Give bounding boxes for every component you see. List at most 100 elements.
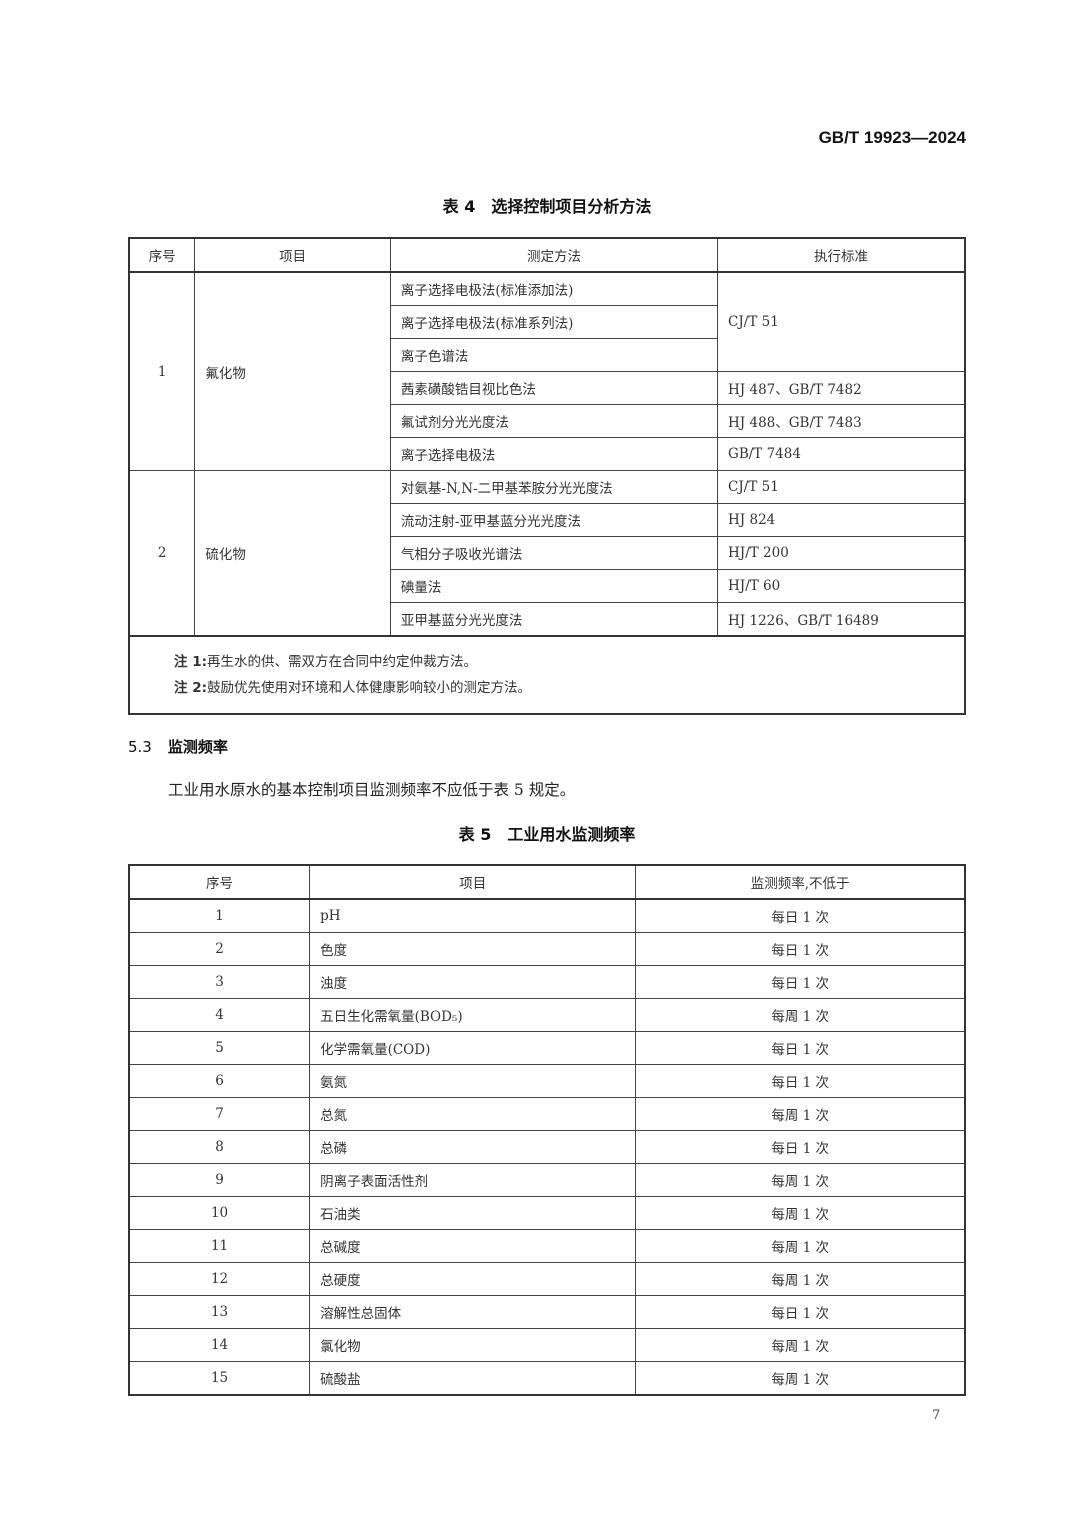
item-name: 五日生化需氧量(BOD₅) xyxy=(309,998,637,1032)
table4: 序号 项目 测定方法 执行标准 1 氟化物 离子选择电极法(标准添加法) CJ/T 5… xyxy=(128,237,966,715)
table-row: 8 总磷 每日 1 次 xyxy=(128,1130,966,1164)
note-label: 注 1: xyxy=(174,654,207,670)
table-row: 气相分子吸收光谱法 HJ/T 200 xyxy=(129,536,966,570)
table-row: 15 硫酸盐 每周 1 次 xyxy=(128,1361,966,1396)
standard-cell: HJ/T 60 xyxy=(717,569,966,603)
row-number: 3 xyxy=(128,965,311,999)
frequency-cell: 每日 1 次 xyxy=(635,1064,966,1098)
table-row: 氟试剂分光光度法 HJ 488、GB/T 7483 xyxy=(129,404,966,438)
column-header: 监测频率,不低于 xyxy=(635,864,966,900)
standard-cell: HJ 1226、GB/T 16489 xyxy=(717,602,966,637)
frequency-cell: 每周 1 次 xyxy=(635,1361,966,1396)
frequency-cell: 每周 1 次 xyxy=(635,1229,966,1263)
table5: 序号 项目 监测频率,不低于 1 pH 每日 1 次 2 色度 每日 1 次 3 浊度 每日 1… xyxy=(128,864,966,1396)
row-number: 1 xyxy=(128,271,196,471)
table-row: 离子色谱法 xyxy=(129,338,965,372)
method-cell: 气相分子吸收光谱法 xyxy=(389,536,719,570)
table-row: 亚甲基蓝分光光度法 HJ 1226、GB/T 16489 xyxy=(129,602,966,637)
row-number: 9 xyxy=(128,1163,311,1197)
table-row: 流动注射-亚甲基蓝分光光度法 HJ 824 xyxy=(129,503,966,537)
item-name: 氟化物 xyxy=(194,271,391,471)
column-header: 测定方法 xyxy=(389,237,719,273)
table-row: 茜素磺酸锆目视比色法 HJ 487、GB/T 7482 xyxy=(129,371,966,405)
column-header: 序号 xyxy=(128,237,196,273)
standard-cell: CJ/T 51 xyxy=(717,271,966,372)
frequency-cell: 每周 1 次 xyxy=(635,1328,966,1362)
item-name: 化学需氧量(COD) xyxy=(309,1031,637,1065)
row-number: 6 xyxy=(128,1064,311,1098)
standard-cell: HJ/T 200 xyxy=(717,536,966,570)
row-number: 11 xyxy=(128,1229,311,1263)
standard-cell: HJ 488、GB/T 7483 xyxy=(717,404,966,438)
note-2: 注 2:鼓励优先使用对环境和人体健康影响较小的测定方法。 xyxy=(174,675,920,701)
column-header: 项目 xyxy=(309,864,637,900)
method-cell: 离子选择电极法(标准系列法) xyxy=(389,305,719,339)
row-number: 12 xyxy=(128,1262,311,1296)
table-row: 10 石油类 每周 1 次 xyxy=(128,1196,966,1230)
item-name: 氯化物 xyxy=(309,1328,637,1362)
table-row: 14 氯化物 每周 1 次 xyxy=(128,1328,966,1362)
table-row: 1 氟化物 离子选择电极法(标准添加法) CJ/T 51 xyxy=(128,271,966,471)
table-row: 离子选择电极法(标准系列法) xyxy=(129,305,965,339)
method-cell: 茜素磺酸锆目视比色法 xyxy=(389,371,719,405)
item-name: 总硬度 xyxy=(309,1262,637,1296)
method-cell: 碘量法 xyxy=(389,569,719,603)
table-row: 离子选择电极法 GB/T 7484 xyxy=(129,437,966,471)
table-row: 1 pH 每日 1 次 xyxy=(128,898,966,933)
table-row: 13 溶解性总固体 每日 1 次 xyxy=(128,1295,966,1329)
method-cell: 对氨基-N,N-二甲基苯胺分光光度法 xyxy=(389,470,719,504)
table4-header-row: 序号 项目 测定方法 执行标准 xyxy=(128,237,966,273)
item-name: 硫酸盐 xyxy=(309,1361,637,1396)
method-cell: 亚甲基蓝分光光度法 xyxy=(389,602,719,637)
note-1: 注 1:再生水的供、需双方在合同中约定仲裁方法。 xyxy=(174,649,920,675)
row-number: 15 xyxy=(128,1361,311,1396)
table-row: 9 阴离子表面活性剂 每周 1 次 xyxy=(128,1163,966,1197)
standard-cell: HJ 487、GB/T 7482 xyxy=(717,371,966,405)
row-number: 2 xyxy=(128,470,196,637)
method-cell: 离子选择电极法 xyxy=(389,437,719,471)
frequency-cell: 每周 1 次 xyxy=(635,998,966,1032)
section-paragraph: 工业用水原水的基本控制项目监测频率不应低于表 5 规定。 xyxy=(168,781,576,799)
page-number: 7 xyxy=(932,1408,941,1423)
frequency-cell: 每周 1 次 xyxy=(635,1097,966,1131)
table-row: 6 氨氮 每日 1 次 xyxy=(128,1064,966,1098)
frequency-cell: 每日 1 次 xyxy=(635,898,966,933)
method-cell: 离子选择电极法(标准添加法) xyxy=(389,271,719,306)
row-number: 14 xyxy=(128,1328,311,1362)
table-row: 2 色度 每日 1 次 xyxy=(128,932,966,966)
frequency-cell: 每日 1 次 xyxy=(635,1295,966,1329)
item-name: 总碱度 xyxy=(309,1229,637,1263)
section-heading: 5.3 监测频率 xyxy=(128,736,228,757)
table-row: 3 浊度 每日 1 次 xyxy=(128,965,966,999)
item-name: 总氮 xyxy=(309,1097,637,1131)
row-number: 13 xyxy=(128,1295,311,1329)
column-header: 执行标准 xyxy=(717,237,966,273)
frequency-cell: 每日 1 次 xyxy=(635,932,966,966)
standard-cell: HJ 824 xyxy=(717,503,966,537)
note-label: 注 2: xyxy=(174,680,207,696)
note-text: 再生水的供、需双方在合同中约定仲裁方法。 xyxy=(207,654,477,670)
item-name: 阴离子表面活性剂 xyxy=(309,1163,637,1197)
standard-cell: GB/T 7484 xyxy=(717,437,966,471)
item-name: 溶解性总固体 xyxy=(309,1295,637,1329)
row-number: 4 xyxy=(128,998,311,1032)
table-row: 11 总碱度 每周 1 次 xyxy=(128,1229,966,1263)
table-row: 2 硫化物 对氨基-N,N-二甲基苯胺分光光度法 CJ/T 51 xyxy=(128,470,966,637)
section-number: 5.3 xyxy=(128,738,152,756)
standard-cell: CJ/T 51 xyxy=(717,470,966,504)
standard-code: GB/T 19923—2024 xyxy=(818,128,966,147)
table-row: 4 五日生化需氧量(BOD₅) 每周 1 次 xyxy=(128,998,966,1032)
frequency-cell: 每日 1 次 xyxy=(635,1130,966,1164)
section-title: 监测频率 xyxy=(167,738,228,756)
frequency-cell: 每周 1 次 xyxy=(635,1196,966,1230)
table-row: 7 总氮 每周 1 次 xyxy=(128,1097,966,1131)
item-name: 石油类 xyxy=(309,1196,637,1230)
table5-header-row: 序号 项目 监测频率,不低于 xyxy=(128,864,966,900)
method-cell: 氟试剂分光光度法 xyxy=(389,404,719,438)
table-row: 5 化学需氧量(COD) 每日 1 次 xyxy=(128,1031,966,1065)
table4-caption: 表 4 选择控制项目分析方法 xyxy=(442,197,652,216)
row-number: 7 xyxy=(128,1097,311,1131)
item-name: 氨氮 xyxy=(309,1064,637,1098)
row-number: 8 xyxy=(128,1130,311,1164)
column-header: 序号 xyxy=(128,864,311,900)
